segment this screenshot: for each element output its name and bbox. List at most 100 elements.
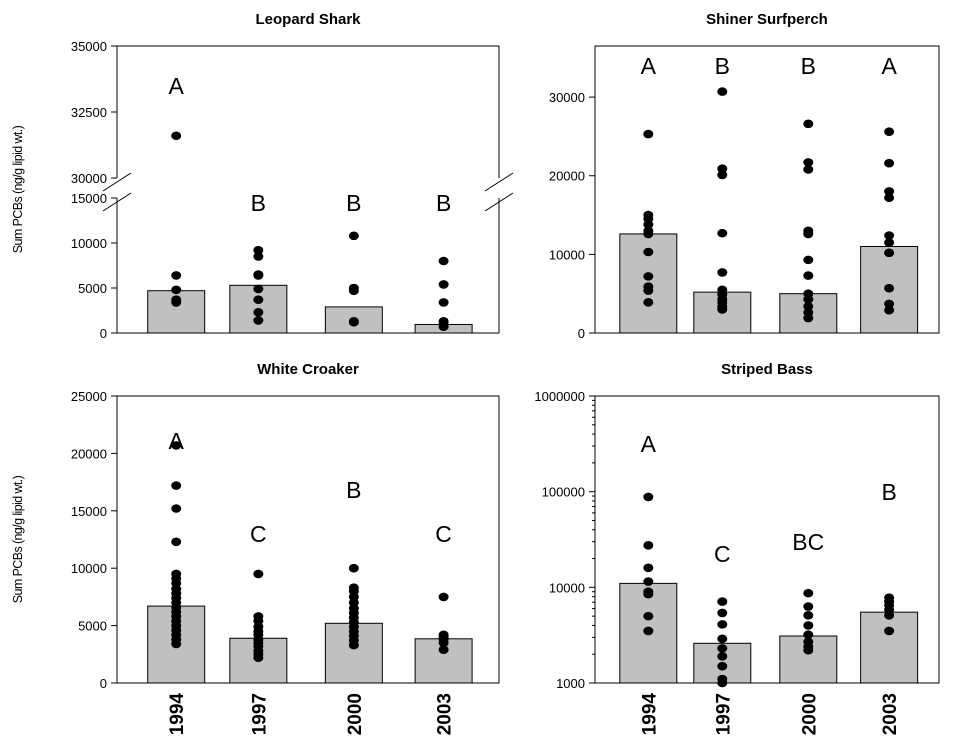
panel-leopard-shark: Leopard Shark A B B B 30000 32500 35000 0 5000 100… [11,11,514,341]
y-tick-label: 0 [578,326,585,341]
data-point [717,620,728,629]
data-point [171,481,182,490]
y-tick-label: 10000 [549,580,585,595]
data-point [803,158,814,167]
data-point [253,284,264,294]
data-point [643,589,654,599]
data-point [717,170,728,180]
data-point [803,313,814,323]
y-tick-label: 30000 [71,171,107,186]
data-point [438,638,449,648]
x-tick-label-2003: 2003 [435,693,456,735]
axis-break-mark [484,192,514,212]
significance-letter-2000: B [346,190,361,216]
significance-letter-2003: C [435,521,452,547]
y-tick-label: 15000 [71,504,107,519]
significance-letter-1994: A [169,428,185,454]
y-tick-label: 1000000 [534,389,585,404]
data-point [253,271,264,280]
axis-break-mark [102,192,132,212]
data-point [803,119,814,129]
data-point [253,316,264,325]
x-tick-label-1997: 1997 [249,693,270,735]
data-point [884,238,895,247]
data-point [348,317,359,327]
significance-letter-1997: B [715,53,730,79]
data-point [884,127,895,137]
axis-break-mark [484,172,514,192]
x-tick-label-2000: 2000 [345,693,366,735]
data-point [438,256,449,266]
y-tick-label: 32500 [71,105,107,120]
y-axis-title: Sum PCBs (ng/g lipid wt.) [11,475,25,603]
data-point [717,661,728,671]
data-point [717,87,728,96]
data-point [348,286,359,296]
bar-2003 [860,611,919,684]
data-point [803,630,814,639]
data-point [643,247,654,257]
data-point [643,563,654,573]
y-tick-label: 10000 [71,236,107,251]
y-tick-label: 25000 [71,389,107,404]
data-point [438,592,449,602]
y-tick-label: 10000 [549,247,585,262]
data-point [348,563,359,573]
significance-letter-1994: A [641,431,657,457]
y-tick-label: 20000 [71,446,107,461]
data-point [253,569,264,579]
data-point [803,229,814,239]
data-point [171,131,182,141]
y-tick-label: 30000 [549,90,585,105]
data-point [884,193,895,203]
data-point [884,299,895,309]
data-point [171,504,182,513]
data-point [438,322,449,332]
y-tick-label: 0 [100,676,107,691]
data-point [253,308,264,317]
data-point [643,541,654,550]
data-point [643,298,654,307]
data-point [803,645,814,655]
significance-letter-1994: A [641,53,657,79]
panel-title: Leopard Shark [255,11,361,28]
y-tick-label: 0 [100,326,107,341]
axis-break-mark [102,172,132,192]
data-point [438,280,449,289]
significance-letter-1997: B [251,190,266,216]
data-point [253,252,264,261]
data-point [717,644,728,653]
data-point [717,268,728,277]
data-point [884,158,895,168]
panel-white-croaker: White Croaker A C B C 0 5000 10000 15000 20000 250… [11,361,500,735]
data-point [717,608,728,618]
x-tick-label-1994: 1994 [639,693,660,736]
x-tick-label-2000: 2000 [799,693,820,735]
data-point [717,597,728,606]
panel-title: Striped Bass [721,361,813,378]
data-point [643,577,654,586]
plot-frame [594,45,940,334]
data-point [643,229,654,239]
data-point [438,298,449,307]
data-point [171,537,182,547]
significance-letter-2003: B [881,479,896,505]
significance-letter-2003: B [436,190,451,216]
panel-title: Shiner Surfperch [706,11,828,28]
data-point [717,228,728,238]
data-point [884,305,895,315]
data-point [803,621,814,630]
panel-shiner-surfperch: Shiner Surfperch A B B A 0 10000 20000 30000 [549,11,940,341]
data-point [717,634,728,644]
data-point [884,283,895,293]
y-tick-label: 20000 [549,169,585,184]
significance-letter-2000: B [346,477,361,503]
y-tick-label: 5000 [78,281,107,296]
data-point [643,286,654,295]
data-point [253,653,264,663]
significance-letter-2003: A [881,53,897,79]
significance-letter-1994: A [169,73,185,99]
data-point [643,272,654,281]
